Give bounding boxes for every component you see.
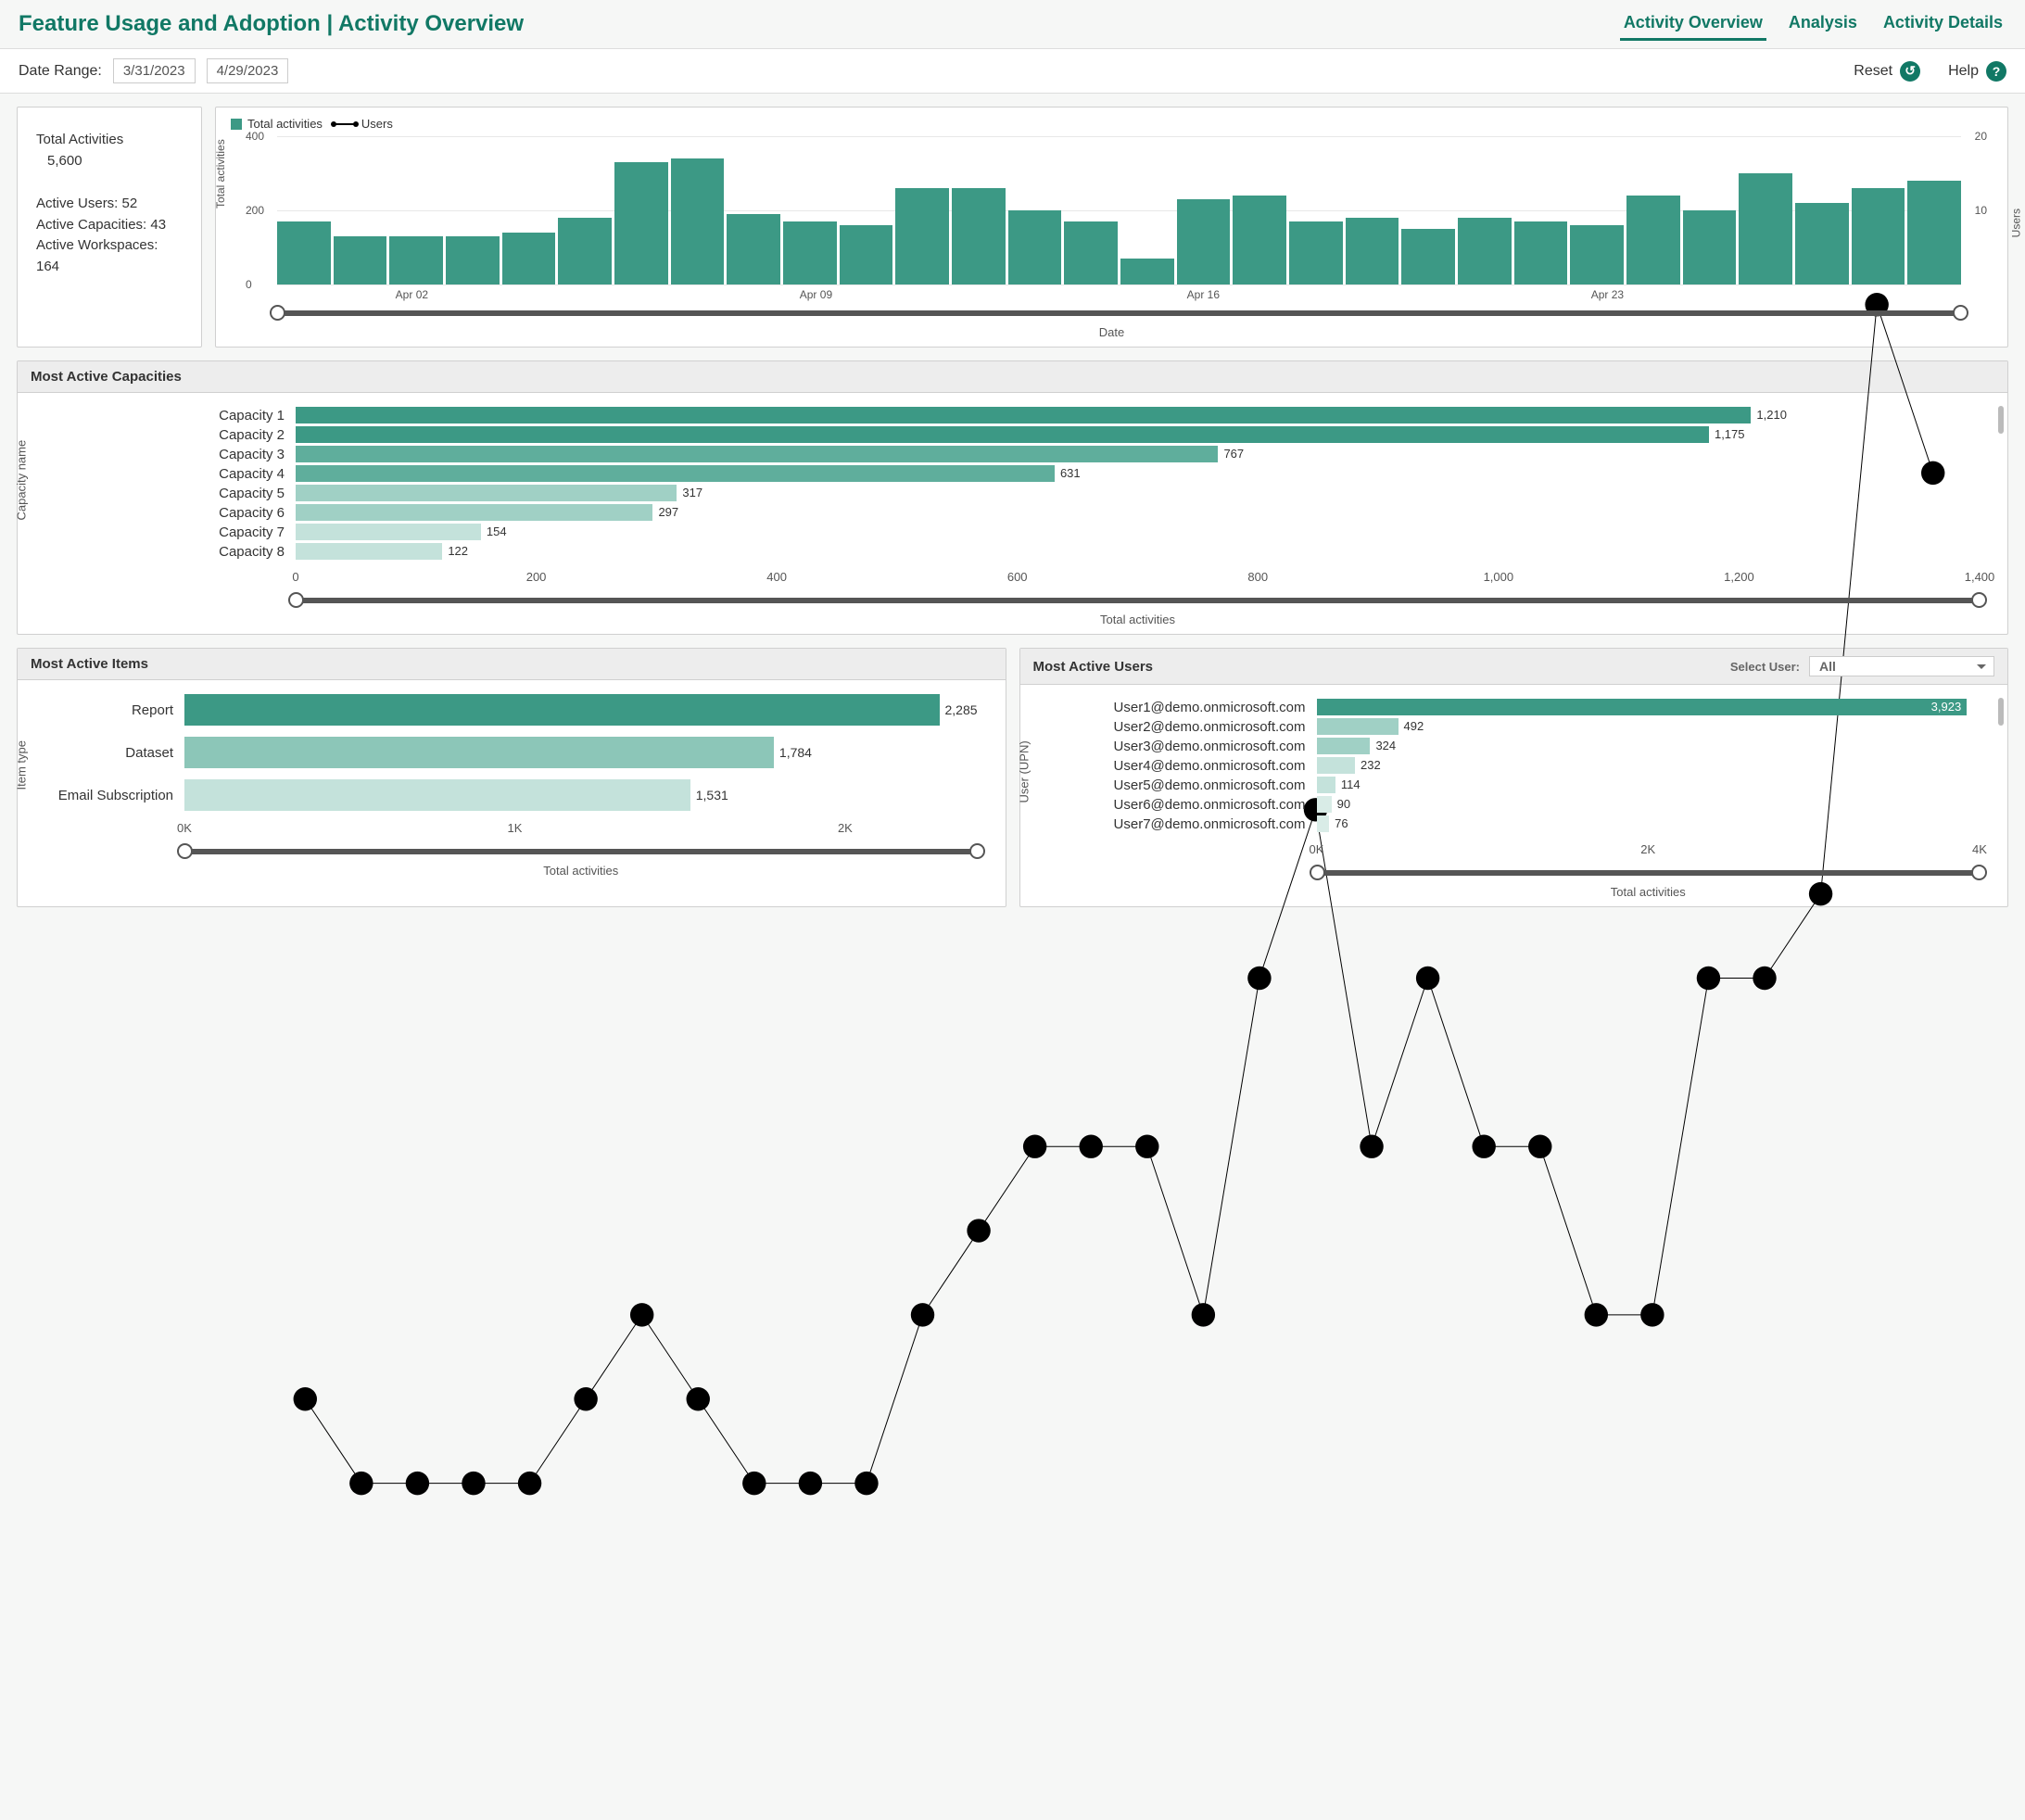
header: Feature Usage and Adoption | Activity Ov… bbox=[0, 0, 2025, 49]
y-left-axis-label: Total activities bbox=[214, 139, 227, 209]
summary-card: Total Activities 5,600 Active Users: 52 … bbox=[17, 107, 202, 348]
reset-icon: ↺ bbox=[1900, 61, 1920, 82]
active-users-stat: Active Users: 52 bbox=[36, 194, 183, 215]
date-to-input[interactable]: 4/29/2023 bbox=[207, 58, 289, 83]
combo-legend: Total activities Users bbox=[231, 117, 1993, 131]
tab-activity-details[interactable]: Activity Details bbox=[1879, 7, 2006, 41]
subheader: Date Range: 3/31/2023 4/29/2023 Reset ↺ … bbox=[0, 49, 2025, 94]
subheader-right: Reset ↺ Help ? bbox=[1854, 61, 2006, 82]
select-user-dropdown[interactable]: All bbox=[1809, 656, 1994, 676]
slider-handle-right[interactable] bbox=[1953, 305, 1968, 321]
combo-x-ticks: Apr 02Apr 09Apr 16Apr 23 bbox=[277, 288, 1961, 303]
items-card: Most Active Items Item type Report2,285D… bbox=[17, 648, 1006, 907]
scrollbar-icon[interactable] bbox=[1998, 698, 2004, 726]
tab-activity-overview[interactable]: Activity Overview bbox=[1620, 7, 1766, 41]
row-top: Total Activities 5,600 Active Users: 52 … bbox=[17, 107, 2008, 348]
combo-chart-card: Total activities Users Total activities … bbox=[215, 107, 2008, 348]
legend-users-icon bbox=[334, 123, 356, 125]
active-workspaces-stat: Active Workspaces: 164 bbox=[36, 235, 183, 277]
total-activities-value: 5,600 bbox=[47, 151, 183, 172]
items-y-label: Item type bbox=[15, 740, 29, 790]
scrollbar-icon[interactable] bbox=[1998, 406, 2004, 434]
users-chart[interactable]: User (UPN) User1@demo.onmicrosoft.com3,9… bbox=[1020, 685, 2008, 906]
total-activities-label: Total Activities bbox=[36, 130, 183, 151]
y-right-axis-label: Users bbox=[2009, 209, 2022, 237]
legend-users-label: Users bbox=[361, 117, 393, 131]
tab-analysis[interactable]: Analysis bbox=[1785, 7, 1861, 41]
page-title: Feature Usage and Adoption | Activity Ov… bbox=[19, 11, 524, 37]
capacities-y-label: Capacity name bbox=[15, 440, 29, 521]
help-icon: ? bbox=[1986, 61, 2006, 82]
main: Total Activities 5,600 Active Users: 52 … bbox=[0, 94, 2025, 920]
date-range-slider[interactable] bbox=[277, 310, 1961, 316]
slider-handle-left[interactable] bbox=[270, 305, 285, 321]
reset-button[interactable]: Reset ↺ bbox=[1854, 61, 1920, 82]
users-card: Most Active Users Select User: All User … bbox=[1019, 648, 2009, 907]
legend-activities-label: Total activities bbox=[247, 117, 323, 131]
active-capacities-stat: Active Capacities: 43 bbox=[36, 215, 183, 236]
reset-label: Reset bbox=[1854, 63, 1892, 80]
legend-activities-icon bbox=[231, 119, 242, 130]
capacities-chart[interactable]: Capacity name Capacity 11,210Capacity 21… bbox=[18, 393, 2007, 634]
users-y-label: User (UPN) bbox=[1017, 740, 1031, 803]
date-range-label: Date Range: bbox=[19, 63, 102, 80]
capacities-card: Most Active Capacities Capacity name Cap… bbox=[17, 360, 2008, 635]
combo-chart[interactable]: 02004001020 bbox=[277, 136, 1961, 284]
tabs: Activity Overview Analysis Activity Deta… bbox=[1620, 7, 2006, 41]
date-from-input[interactable]: 3/31/2023 bbox=[113, 58, 196, 83]
items-chart[interactable]: Item type Report2,285Dataset1,784Email S… bbox=[18, 680, 1006, 885]
help-label: Help bbox=[1948, 63, 1979, 80]
help-button[interactable]: Help ? bbox=[1948, 61, 2006, 82]
date-range: Date Range: 3/31/2023 4/29/2023 bbox=[19, 58, 288, 83]
